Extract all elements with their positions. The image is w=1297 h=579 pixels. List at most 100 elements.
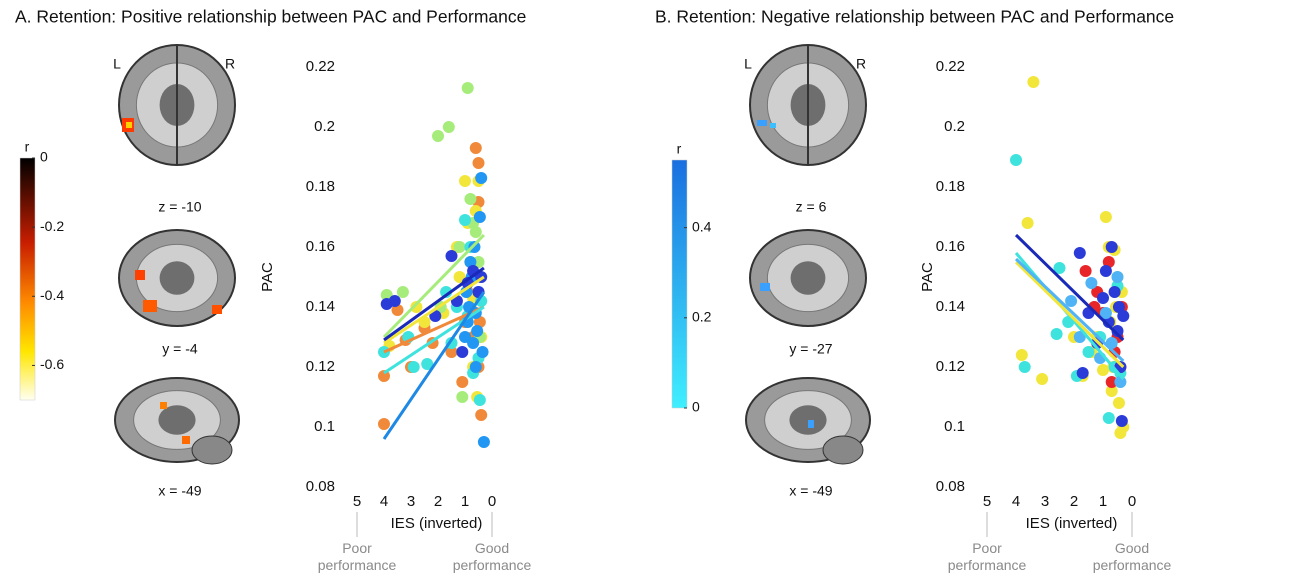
x-tick-label: 2 [1070,493,1078,510]
activation-blob [760,283,770,291]
figure: z = -10y = -4x = -49LRr0-0.2-0.4-0.6z = … [0,0,1297,579]
chart: z = -10y = -4x = -49LRr0-0.2-0.4-0.6z = … [0,0,1297,579]
scatter-point [456,376,468,388]
y-tick-label: 0.12 [936,358,965,375]
x-tick-label: 0 [1128,493,1136,510]
scatter-point [432,130,444,142]
scatter-point [464,193,476,205]
colorbar-tick-label: 0.4 [692,218,712,234]
left-label: L [744,56,752,72]
slice-label: z = 6 [796,199,827,215]
x-tick-label: 5 [353,493,361,510]
scatter-point [456,391,468,403]
scatter-point [478,436,490,448]
y-tick-label: 0.08 [936,478,965,495]
activation-blob [770,123,776,128]
colorbar-tick-label: 0 [692,399,700,415]
activation-blob [182,436,190,444]
colorbar-label: r [25,139,30,155]
y-tick-label: 0.14 [936,298,965,315]
scatter-point [1022,217,1034,229]
activation-blob [135,270,145,280]
annotation: Good performance [442,540,542,574]
annotation: Poor performance [937,540,1037,574]
scatter-point [1085,277,1097,289]
activation-blob [212,305,222,314]
scatter-point [1083,346,1095,358]
scatter-point [470,361,482,373]
scatter-point [1112,271,1124,283]
x-tick-label: 3 [1041,493,1049,510]
scatter-point [1097,292,1109,304]
scatter-point [1106,241,1118,253]
colorbar-tick-label: 0.2 [692,309,712,325]
y-tick-label: 0.22 [306,58,335,75]
scatter-point [443,121,455,133]
left-label: L [113,56,121,72]
scatter-point [1051,328,1063,340]
scatter-point [1097,364,1109,376]
scatter-point [454,241,466,253]
scatter-point [471,325,483,337]
scatter-point [1117,310,1129,322]
scatter-point [1077,367,1089,379]
y-tick-label: 0.18 [936,178,965,195]
scatter-point [408,361,420,373]
x-tick-label: 1 [1099,493,1107,510]
x-tick-label: 1 [461,493,469,510]
scatter-point [1074,247,1086,259]
x-tick-label: 4 [380,493,388,510]
colorbar-tick-label: -0.4 [40,287,64,303]
y-tick-label: 0.18 [306,178,335,195]
scatter-point [467,337,479,349]
y-tick-label: 0.1 [944,418,965,435]
right-label: R [225,56,235,72]
cerebellum [192,436,232,464]
y-tick-label: 0.2 [314,118,335,135]
scatter-point [1080,265,1092,277]
scatter-point [446,250,458,262]
x-axis-label: IES (inverted) [1026,515,1118,532]
scatter-point [1027,76,1039,88]
right-label: R [856,56,866,72]
scatter-point [473,157,485,169]
y-tick-label: 0.22 [936,58,965,75]
scatter-point [1109,286,1121,298]
scatter-point [389,295,401,307]
colorbar-tick-label: 0 [40,149,48,165]
y-axis-label: PAC [919,262,936,292]
scatter-point [1116,415,1128,427]
x-tick-label: 0 [488,493,496,510]
scatter-point [1103,412,1115,424]
x-tick-label: 4 [1012,493,1020,510]
scatter-point [475,409,487,421]
scatter-point [1100,265,1112,277]
x-tick-label: 2 [434,493,442,510]
scatter-point [474,394,486,406]
slice-label: x = -49 [789,483,832,499]
y-tick-label: 0.14 [306,298,335,315]
colorbar-label: r [677,141,682,157]
scatter-point [1019,361,1031,373]
slice-label: y = -27 [789,341,832,357]
scatter-point [1036,373,1048,385]
x-tick-label: 3 [407,493,415,510]
y-tick-label: 0.1 [314,418,335,435]
annotation: Good performance [1082,540,1182,574]
colorbar-tick-label: -0.2 [40,218,64,234]
annotation: Poor performance [307,540,407,574]
scatter-point [1065,295,1077,307]
activation-blob [126,122,132,128]
activation-blob [143,300,157,312]
y-tick-label: 0.08 [306,478,335,495]
scatter-point [456,346,468,358]
x-tick-label: 5 [983,493,991,510]
activation-blob [808,420,814,428]
scatter-point [459,214,471,226]
y-tick-label: 0.16 [306,238,335,255]
scatter-point [462,82,474,94]
scatter-point [378,418,390,430]
scatter-point [397,286,409,298]
scatter-point [1016,349,1028,361]
scatter-point [459,175,471,187]
